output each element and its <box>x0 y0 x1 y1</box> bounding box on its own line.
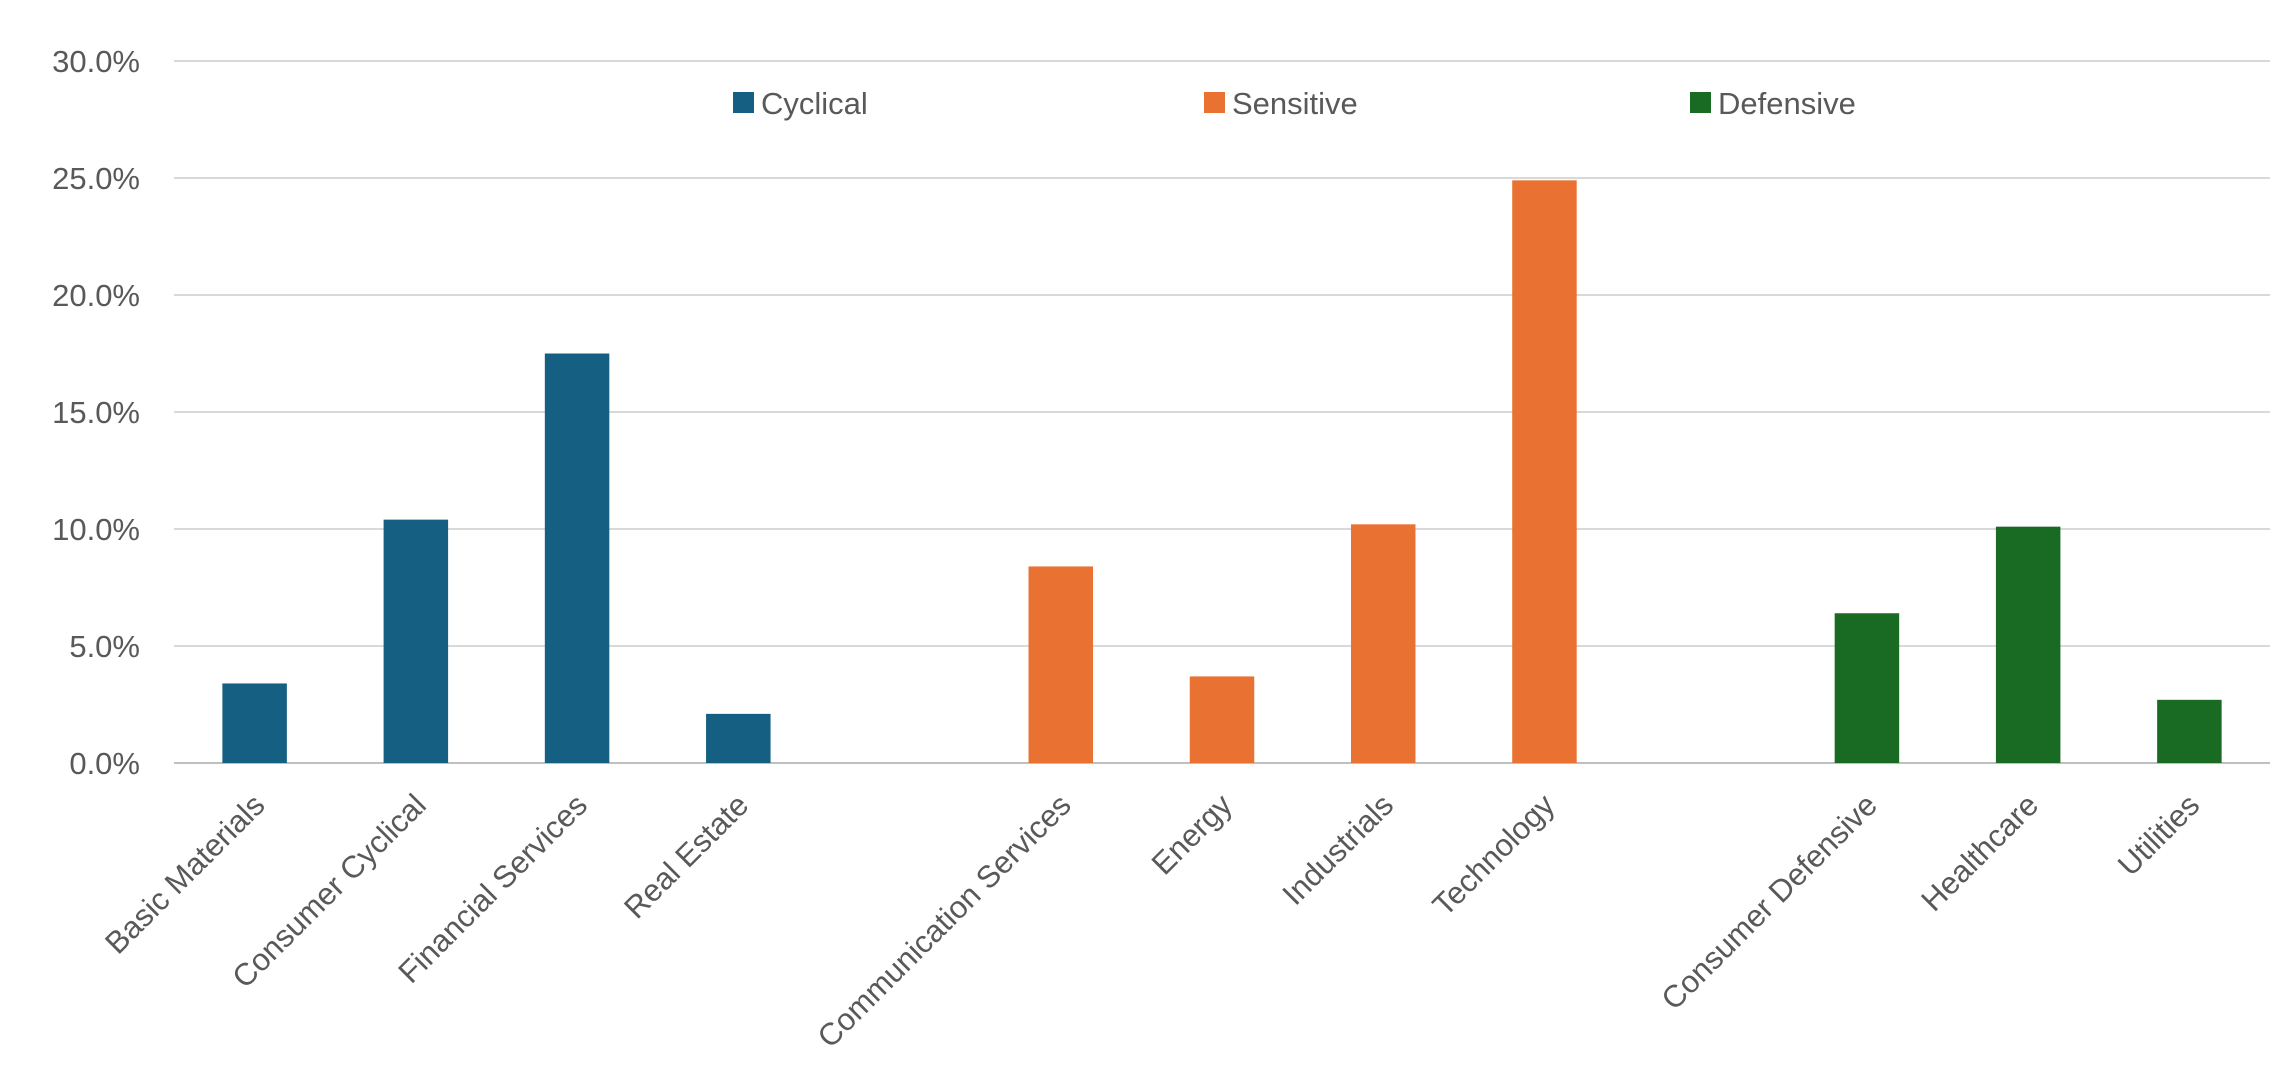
gridlines <box>174 60 2270 764</box>
x-category-label: Healthcare <box>1914 787 2045 918</box>
bar-sensitive <box>1028 566 1094 763</box>
x-category-label: Technology <box>1426 787 1562 923</box>
bar-defensive <box>1834 613 1900 763</box>
y-axis-tick-labels: 0.0% 5.0% 10.0% 15.0% 20.0% 25.0% 30.0% <box>52 44 140 781</box>
y-tick-label: 5.0% <box>69 629 140 664</box>
x-category-label: Utilities <box>2111 787 2206 882</box>
legend-label: Defensive <box>1718 86 1856 121</box>
x-category-label: Basic Materials <box>98 787 271 960</box>
legend-swatch <box>733 92 754 113</box>
x-category-label: Communication Services <box>811 787 1078 1054</box>
y-tick-label: 15.0% <box>52 395 140 430</box>
x-category-label: Consumer Defensive <box>1654 787 1883 1016</box>
y-tick-label: 0.0% <box>69 746 140 781</box>
bar-sensitive <box>1350 524 1416 763</box>
legend-item-cyclical: Cyclical <box>733 86 868 121</box>
x-category-label: Industrials <box>1276 787 1401 912</box>
bar-cyclical <box>222 683 287 763</box>
bar-defensive <box>2157 699 2222 763</box>
legend-item-sensitive: Sensitive <box>1204 86 1358 121</box>
y-tick-label: 20.0% <box>52 278 140 313</box>
y-tick-label: 25.0% <box>52 161 140 196</box>
bars <box>222 180 2222 764</box>
legend-item-defensive: Defensive <box>1690 86 1856 121</box>
bar-cyclical <box>544 353 610 763</box>
y-tick-label: 10.0% <box>52 512 140 547</box>
x-category-label: Energy <box>1145 787 1240 882</box>
x-category-label: Real Estate <box>617 787 755 925</box>
bar-cyclical <box>383 519 449 763</box>
legend-swatch <box>1690 92 1711 113</box>
bar-sensitive <box>1512 180 1577 764</box>
bar-sensitive <box>1189 676 1255 763</box>
legend-label: Sensitive <box>1232 86 1358 121</box>
bar-cyclical <box>706 713 771 763</box>
bar-defensive <box>1995 526 2061 763</box>
legend-swatch <box>1204 92 1225 113</box>
y-tick-label: 30.0% <box>52 44 140 79</box>
legend-label: Cyclical <box>761 86 868 121</box>
legend: Cyclical Sensitive Defensive <box>733 86 1856 121</box>
